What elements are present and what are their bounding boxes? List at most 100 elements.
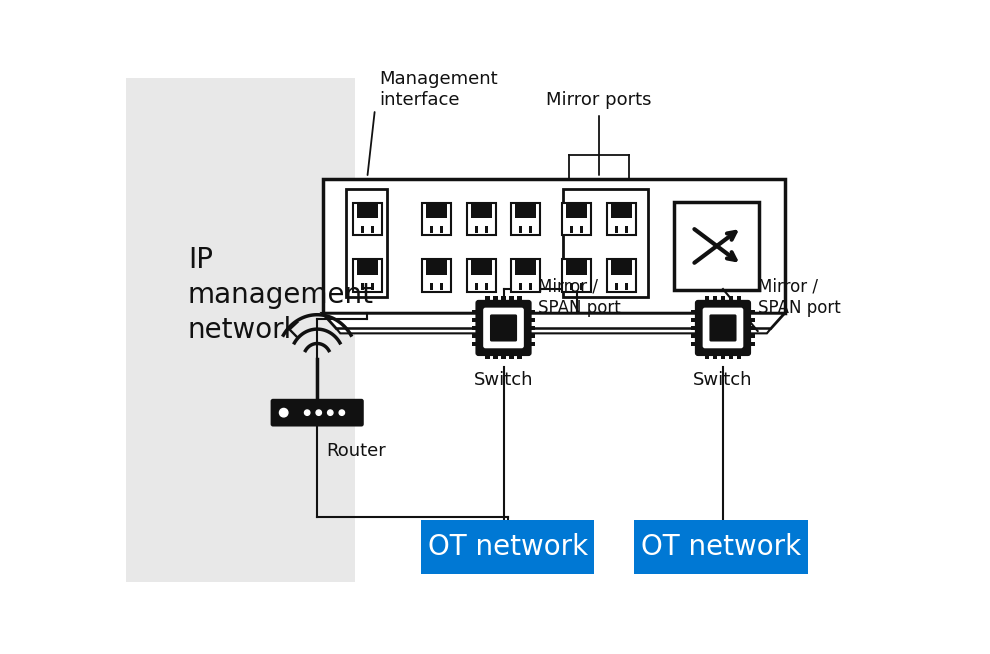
Bar	[713, 353, 717, 360]
Bar	[691, 326, 698, 330]
Bar	[611, 258, 632, 275]
Bar	[470, 202, 492, 218]
Bar	[737, 353, 742, 360]
Bar	[370, 283, 373, 290]
Bar	[422, 203, 451, 235]
Bar	[466, 260, 496, 292]
Text: OT network: OT network	[428, 534, 588, 561]
Bar	[570, 283, 573, 290]
Bar	[729, 353, 734, 360]
Bar	[352, 203, 382, 235]
Bar	[516, 202, 537, 218]
Bar	[748, 318, 754, 322]
Bar	[570, 226, 573, 233]
Bar	[625, 283, 628, 290]
Bar	[748, 334, 754, 338]
Bar	[516, 258, 537, 275]
Bar	[530, 283, 533, 290]
Bar	[721, 296, 725, 303]
Bar	[520, 283, 523, 290]
Bar	[615, 226, 618, 233]
Bar	[721, 353, 725, 360]
Bar	[430, 283, 433, 290]
Bar	[472, 326, 478, 330]
Bar	[691, 310, 698, 314]
Bar	[566, 258, 587, 275]
Bar	[485, 283, 488, 290]
Bar	[352, 260, 382, 292]
Bar	[346, 190, 387, 297]
Text: Switch: Switch	[474, 371, 534, 388]
Bar	[472, 334, 478, 338]
Text: OT network: OT network	[641, 534, 801, 561]
Bar	[691, 318, 698, 322]
Bar	[493, 353, 498, 360]
Bar	[475, 226, 478, 233]
Bar	[607, 260, 636, 292]
Bar	[472, 310, 478, 314]
Bar	[611, 202, 632, 218]
Text: Mirror /
SPAN port: Mirror / SPAN port	[539, 278, 621, 317]
Bar	[470, 258, 492, 275]
FancyBboxPatch shape	[710, 315, 737, 341]
FancyBboxPatch shape	[695, 300, 751, 356]
Bar	[691, 342, 698, 346]
Bar	[529, 318, 535, 322]
Bar	[510, 353, 514, 360]
Bar	[360, 283, 363, 290]
FancyBboxPatch shape	[475, 300, 532, 356]
Bar	[127, 78, 354, 582]
Bar	[737, 296, 742, 303]
Bar	[615, 283, 618, 290]
FancyBboxPatch shape	[490, 315, 517, 341]
Bar	[511, 203, 541, 235]
Bar	[607, 203, 636, 235]
Bar	[370, 226, 373, 233]
Bar	[748, 342, 754, 346]
Bar	[493, 296, 498, 303]
Bar	[510, 296, 514, 303]
Bar	[529, 342, 535, 346]
Text: Router: Router	[327, 442, 386, 460]
FancyBboxPatch shape	[703, 307, 743, 349]
Bar	[360, 226, 363, 233]
Bar	[562, 203, 591, 235]
Text: Mirror ports: Mirror ports	[546, 92, 651, 109]
Polygon shape	[337, 329, 770, 334]
Bar	[580, 226, 583, 233]
Bar	[485, 296, 490, 303]
Bar	[518, 296, 522, 303]
Bar	[356, 202, 378, 218]
Bar	[501, 296, 506, 303]
Circle shape	[279, 409, 288, 417]
Bar	[430, 226, 433, 233]
Bar	[354, 78, 888, 582]
Text: IP
management
network: IP management network	[188, 247, 374, 343]
Bar	[440, 283, 443, 290]
Bar	[562, 190, 647, 297]
Bar	[426, 258, 447, 275]
Bar	[323, 179, 784, 313]
Bar	[501, 353, 506, 360]
Bar	[440, 226, 443, 233]
Bar	[566, 202, 587, 218]
Bar	[421, 521, 594, 574]
Bar	[729, 296, 734, 303]
Polygon shape	[323, 313, 784, 329]
Bar	[713, 296, 717, 303]
Circle shape	[340, 410, 345, 415]
Bar	[691, 334, 698, 338]
Bar	[529, 334, 535, 338]
Bar	[748, 310, 754, 314]
Circle shape	[328, 410, 333, 415]
Bar	[422, 260, 451, 292]
Bar	[674, 201, 759, 290]
Circle shape	[305, 410, 310, 415]
Bar	[485, 353, 490, 360]
Bar	[748, 326, 754, 330]
Bar	[529, 326, 535, 330]
Bar	[625, 226, 628, 233]
Bar	[356, 258, 378, 275]
Bar	[705, 296, 709, 303]
FancyBboxPatch shape	[270, 399, 363, 426]
